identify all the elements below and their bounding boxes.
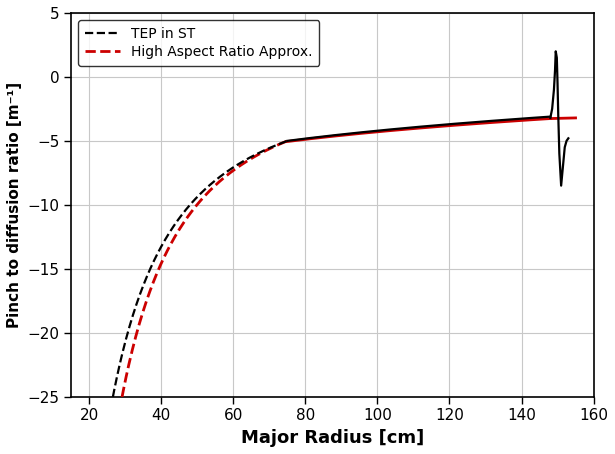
Line: High Aspect Ratio Approx.: High Aspect Ratio Approx. [79,141,287,454]
TEP in ST [199,189,206,195]
TEP in ST [284,138,291,143]
Y-axis label: Pinch to diffusion ratio [m⁻¹]: Pinch to diffusion ratio [m⁻¹] [7,82,22,328]
High Aspect Ratio Approx. [203,192,210,197]
TEP in ST [251,153,258,158]
TEP in ST [203,185,210,191]
Legend: TEP in ST, High Aspect Ratio Approx.: TEP in ST, High Aspect Ratio Approx. [78,20,319,66]
TEP in ST [199,188,207,194]
High Aspect Ratio Approx. [199,196,206,202]
High Aspect Ratio Approx. [199,195,207,201]
X-axis label: Major Radius [cm]: Major Radius [cm] [241,429,424,447]
High Aspect Ratio Approx. [251,154,258,159]
TEP in ST [264,146,272,152]
High Aspect Ratio Approx. [264,147,272,152]
High Aspect Ratio Approx. [284,138,291,143]
Line: TEP in ST: TEP in ST [79,141,287,454]
